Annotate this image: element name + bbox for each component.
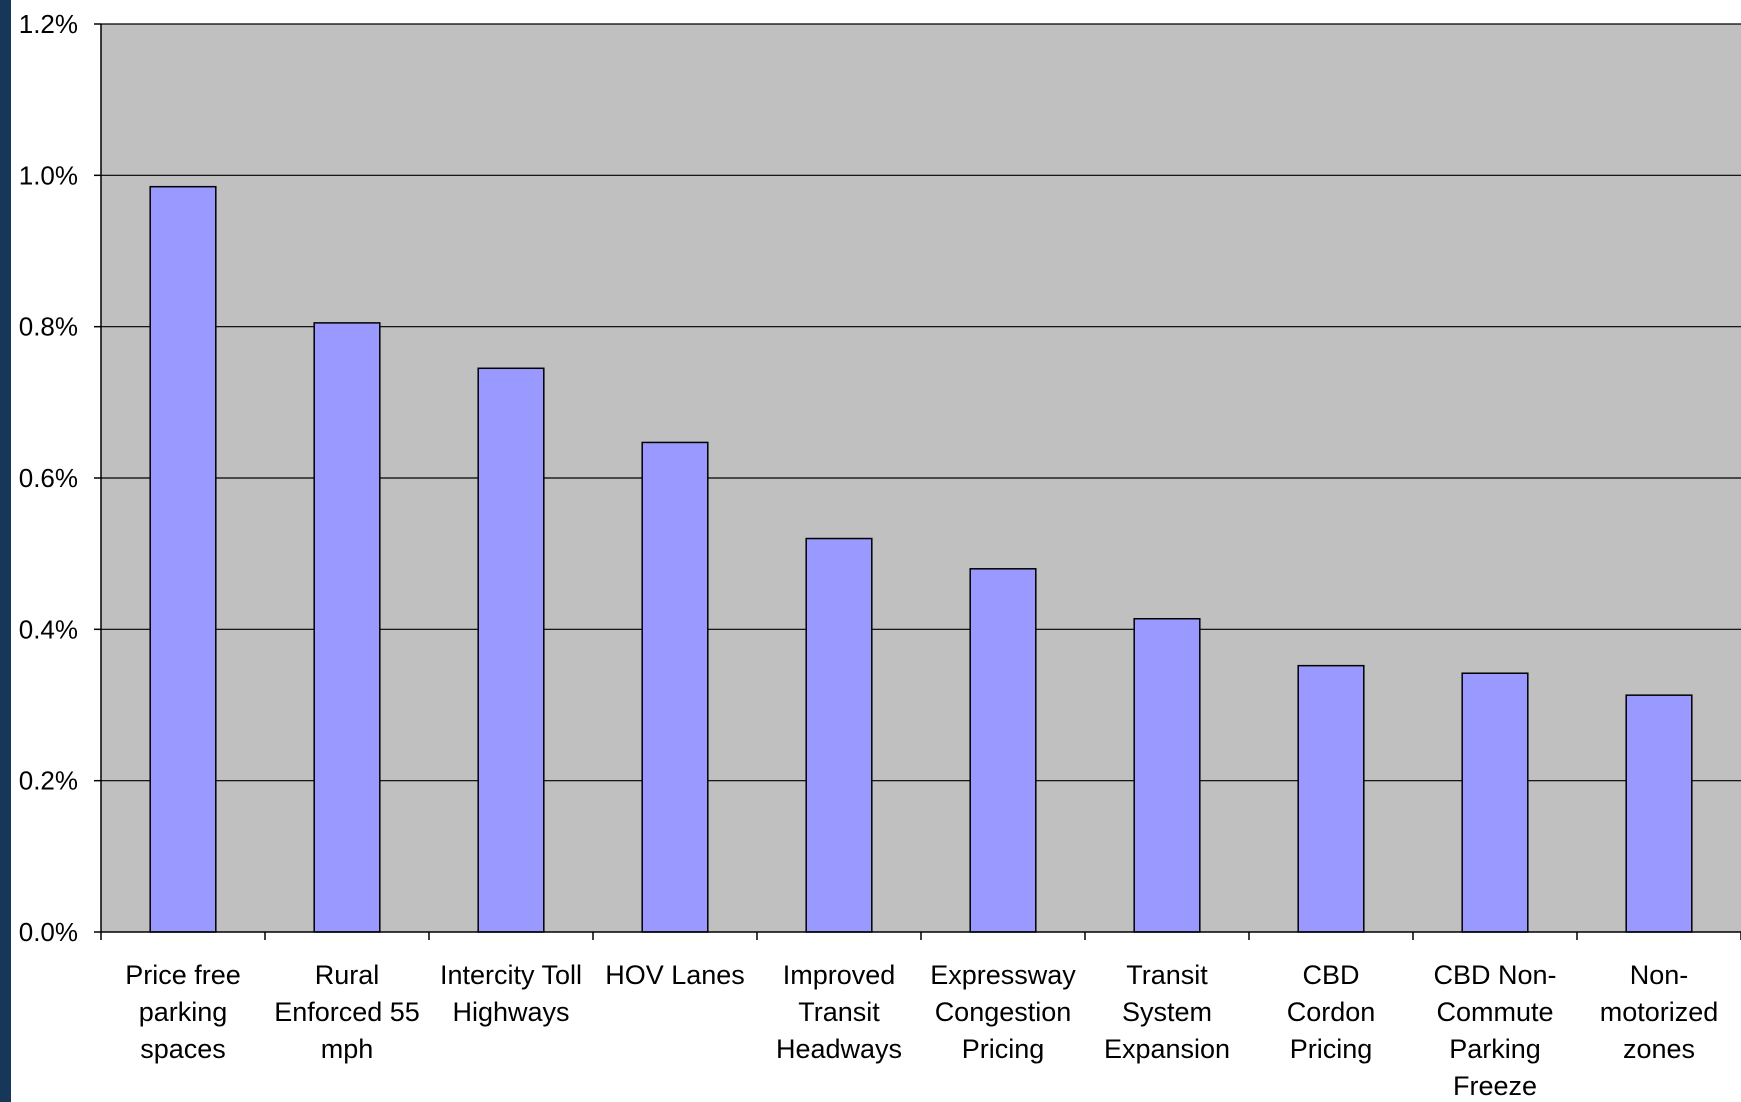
bar bbox=[641, 441, 709, 933]
x-category-label-line: Pricing bbox=[962, 1034, 1045, 1064]
x-category-label-line: Expansion bbox=[1104, 1034, 1230, 1064]
x-category-label: Intercity Toll Highways bbox=[440, 960, 582, 1027]
y-tick-label: 1.2% bbox=[19, 9, 78, 39]
x-category-label-line: Expressway bbox=[930, 960, 1076, 990]
bar bbox=[313, 322, 381, 933]
x-category-label-line: System bbox=[1122, 997, 1212, 1027]
x-category-label-line: HOV Lanes bbox=[605, 960, 745, 990]
x-category-label-line: motorized bbox=[1600, 997, 1719, 1027]
x-category-label-line: Transit bbox=[1126, 960, 1208, 990]
bar bbox=[969, 568, 1037, 933]
bars bbox=[149, 185, 1693, 933]
y-tick-label: 0.0% bbox=[19, 917, 78, 947]
x-category-label-line: spaces bbox=[140, 1034, 226, 1064]
x-category-label-line: zones bbox=[1623, 1034, 1695, 1064]
bar bbox=[1297, 664, 1365, 933]
x-category-label-line: mph bbox=[321, 1034, 374, 1064]
y-tick-label: 0.4% bbox=[19, 614, 78, 644]
x-category-label-line: Enforced 55 bbox=[274, 997, 420, 1027]
x-category-label: Non-motorized zones bbox=[1600, 960, 1719, 1064]
x-category-label-line: Highways bbox=[452, 997, 569, 1027]
y-axis: 0.0% 0.2% 0.4% 0.6% 0.8% 1.0% 1.2% bbox=[19, 9, 102, 947]
bar bbox=[1133, 617, 1201, 933]
bar bbox=[149, 185, 217, 933]
x-category-label-line: Freeze bbox=[1453, 1071, 1537, 1101]
x-category-label-line: Price free bbox=[125, 960, 241, 990]
x-category-label-line: Transit bbox=[798, 997, 880, 1027]
y-tick-label: 0.2% bbox=[19, 766, 78, 796]
y-tick-label: 0.6% bbox=[19, 463, 78, 493]
x-category-label-line: Cordon bbox=[1287, 997, 1376, 1027]
x-category-label-line: parking bbox=[139, 997, 228, 1027]
y-tick-label: 0.8% bbox=[19, 312, 78, 342]
x-category-label-line: Improved bbox=[783, 960, 896, 990]
x-category-label: Improved Transit Headways bbox=[776, 960, 902, 1064]
y-tick-label: 1.0% bbox=[19, 160, 78, 190]
x-category-label: Rural Enforced 55 mph bbox=[274, 960, 420, 1064]
x-category-label-line: Congestion bbox=[935, 997, 1072, 1027]
x-category-label: Price free parking spaces bbox=[125, 960, 241, 1064]
x-category-label-line: Rural bbox=[315, 960, 380, 990]
x-category-label-line: CBD bbox=[1302, 960, 1359, 990]
left-edge-strip bbox=[0, 0, 11, 1102]
x-category-label-line: Headways bbox=[776, 1034, 902, 1064]
x-category-label-line: Intercity Toll bbox=[440, 960, 582, 990]
x-category-label-line: CBD Non- bbox=[1433, 960, 1556, 990]
x-category-label-line: Non- bbox=[1630, 960, 1689, 990]
x-category-label: CBD Cordon Pricing bbox=[1287, 960, 1376, 1064]
x-axis: Price free parking spaces Rural Enforced 55 m… bbox=[100, 931, 1741, 1101]
x-category-label-line: Parking bbox=[1449, 1034, 1541, 1064]
x-category-label: CBD Non- Commute Parking Freeze bbox=[1433, 960, 1556, 1101]
bar bbox=[1461, 672, 1529, 933]
x-category-label: HOV Lanes bbox=[605, 960, 745, 990]
bar bbox=[1625, 694, 1693, 933]
x-category-label: Transit System Expansion bbox=[1104, 960, 1230, 1064]
x-category-label-line: Commute bbox=[1436, 997, 1553, 1027]
bar bbox=[477, 367, 545, 933]
x-category-label: Expressway Congestion Pricing bbox=[930, 960, 1076, 1064]
x-category-label-line: Pricing bbox=[1290, 1034, 1373, 1064]
bar bbox=[805, 537, 873, 933]
